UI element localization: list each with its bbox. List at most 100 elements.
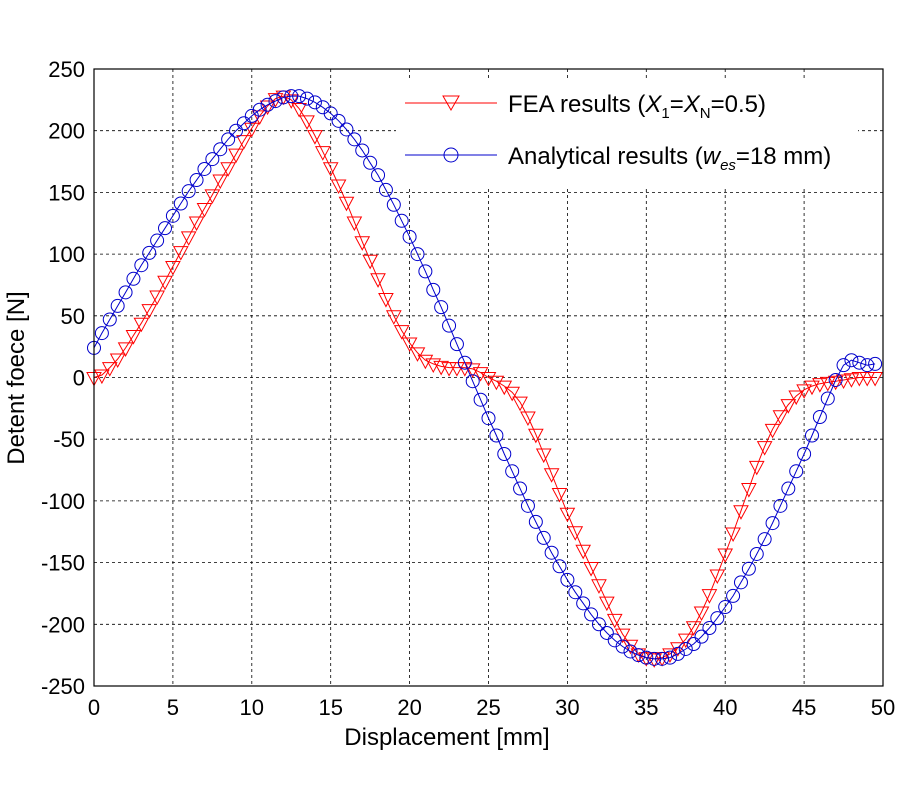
data-point	[591, 617, 606, 632]
data-point	[764, 423, 781, 439]
data-point	[606, 613, 623, 629]
data-point	[385, 310, 402, 325]
data-point	[741, 561, 756, 576]
data-point	[544, 545, 559, 560]
data-point	[670, 646, 685, 661]
data-point	[252, 102, 267, 117]
data-point	[599, 596, 615, 612]
data-point	[631, 648, 646, 663]
series-layer	[86, 89, 883, 668]
data-point	[575, 544, 592, 560]
data-point	[868, 356, 883, 371]
data-point	[363, 155, 378, 170]
y-tick-label: -100	[41, 489, 85, 514]
data-point	[860, 358, 875, 373]
data-point	[859, 372, 876, 387]
legend-fea-prefix: FEA results (	[508, 91, 645, 118]
legend-analytical-var1: w	[703, 143, 722, 170]
data-point	[117, 342, 134, 357]
data-point	[677, 633, 694, 649]
data-point	[639, 650, 654, 665]
series-line	[93, 95, 876, 660]
data-point	[228, 148, 244, 164]
data-point	[251, 110, 268, 125]
data-point	[149, 290, 165, 306]
data-point	[339, 122, 354, 137]
data-point	[331, 113, 346, 128]
data-point	[568, 585, 583, 600]
data-point	[512, 396, 528, 412]
data-point	[157, 275, 173, 291]
data-point	[204, 189, 221, 204]
data-point	[346, 216, 363, 232]
x-tick-label: 50	[871, 695, 895, 720]
data-point	[322, 162, 339, 177]
data-point	[504, 386, 521, 402]
data-point	[773, 498, 788, 513]
legend-fea-eq: =	[670, 91, 684, 118]
data-point	[756, 441, 773, 456]
data-point	[236, 135, 252, 150]
data-point	[410, 247, 425, 262]
data-point	[323, 106, 338, 121]
data-point	[693, 606, 710, 622]
data-point	[489, 428, 504, 443]
data-point	[725, 527, 741, 543]
data-point	[442, 318, 457, 333]
legend-fea-marker	[442, 95, 460, 112]
data-point	[441, 362, 457, 377]
plot-frame	[93, 68, 884, 687]
data-point	[819, 376, 836, 392]
data-point	[362, 254, 378, 270]
data-point	[851, 372, 868, 387]
data-point	[284, 89, 299, 104]
data-point	[828, 372, 843, 387]
data-point	[371, 168, 386, 183]
y-axis-ticks: 250 200 150 100 50 0 -50 -100 -150 -200 -250	[41, 57, 85, 699]
legend-fea-sub1: 1	[661, 105, 669, 122]
legend-entry-analytical: Analytical results (wes=18 mm)	[405, 143, 831, 174]
data-point	[212, 174, 229, 190]
data-point	[584, 607, 599, 622]
data-point	[662, 650, 677, 665]
data-point	[748, 460, 765, 476]
data-point	[480, 372, 497, 387]
y-tick-label: -50	[53, 427, 85, 452]
legend-analytical-prefix: Analytical results (	[508, 143, 703, 170]
data-point	[867, 372, 883, 387]
data-point	[355, 143, 370, 158]
x-tick-label: 10	[240, 695, 264, 720]
data-point	[520, 411, 536, 427]
data-point	[591, 579, 607, 594]
data-point	[330, 179, 347, 195]
data-point	[213, 142, 228, 157]
data-point	[560, 572, 575, 587]
data-point	[197, 161, 212, 176]
legend-box	[396, 80, 858, 186]
data-point	[457, 355, 472, 370]
data-point	[701, 589, 718, 604]
data-point	[134, 258, 149, 273]
data-point	[852, 355, 867, 370]
legend-fea-var1: X	[644, 91, 662, 118]
legend-fea-sub2: N	[700, 105, 711, 122]
data-point	[497, 447, 512, 462]
data-point	[655, 651, 670, 666]
data-point	[481, 411, 496, 426]
data-point	[599, 625, 614, 640]
y-axis-label: Detent foece [N]	[3, 291, 30, 464]
data-point	[394, 213, 409, 228]
data-point	[702, 621, 717, 636]
data-point	[291, 102, 307, 118]
data-point	[449, 362, 465, 377]
data-point	[126, 271, 141, 286]
data-point	[378, 293, 394, 308]
data-point	[172, 246, 189, 261]
data-point	[229, 123, 244, 138]
data-point	[188, 216, 205, 232]
data-point	[583, 562, 599, 577]
x-tick-label: 20	[397, 695, 421, 720]
data-point	[717, 548, 734, 564]
data-point	[804, 428, 819, 443]
